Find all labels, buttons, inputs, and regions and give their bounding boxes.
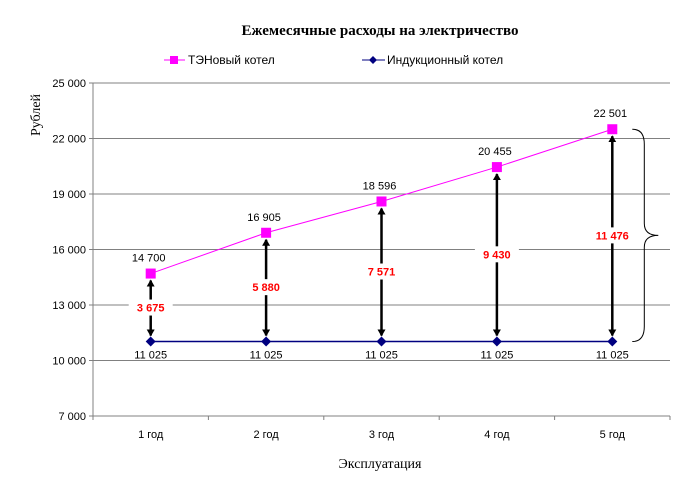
difference-label-bg: [590, 227, 635, 244]
difference-label: 5 880: [252, 282, 280, 294]
y-axis-label: Рублей: [29, 93, 44, 136]
point-label-induction: 11 025: [250, 350, 283, 362]
x-tick-label: 3 год: [369, 429, 395, 441]
point-ten: [376, 196, 387, 207]
y-tick-label: 22 000: [52, 134, 86, 146]
point-induction: [145, 336, 156, 347]
y-tick-label: 7 000: [58, 411, 86, 423]
legend: ТЭНовый котел Индукционный котел: [164, 53, 503, 67]
point-label-induction: 11 025: [134, 350, 167, 362]
point-label-induction: 11 025: [480, 350, 513, 362]
point-label-induction: 11 025: [596, 350, 629, 362]
y-tick-label: 13 000: [52, 300, 86, 312]
point-label-ten: 22 501: [593, 108, 627, 120]
point-label-induction: 11 025: [365, 350, 398, 362]
point-ten: [607, 124, 618, 135]
point-induction: [607, 336, 618, 347]
x-tick-label: 4 год: [484, 429, 510, 441]
x-axis-label: Эксплуатация: [339, 457, 423, 472]
point-induction: [376, 336, 387, 347]
x-tick-label: 1 год: [138, 429, 164, 441]
difference-label-bg: [474, 246, 519, 263]
brace: [632, 128, 659, 343]
point-induction: [491, 336, 502, 347]
difference-label: 3 675: [137, 303, 165, 315]
difference-label: 7 571: [368, 267, 396, 279]
legend-marker-ten: [170, 56, 178, 64]
x-tick-label: 5 год: [600, 429, 626, 441]
difference-label: 11 476: [596, 230, 629, 242]
y-tick-label: 16 000: [52, 245, 86, 257]
point-label-ten: 18 596: [363, 180, 397, 192]
legend-label-induction: Индукционный котел: [387, 53, 503, 67]
point-ten: [491, 162, 502, 173]
y-tick-label: 10 000: [52, 356, 86, 368]
difference-label: 9 430: [483, 249, 511, 261]
point-label-ten: 16 905: [247, 212, 281, 224]
legend-label-ten: ТЭНовый котел: [188, 53, 275, 67]
point-label-ten: 14 700: [132, 253, 166, 265]
difference-label-bg: [359, 263, 404, 280]
difference-label-bg: [128, 299, 173, 316]
y-tick-label: 25 000: [52, 78, 86, 90]
point-induction: [261, 336, 272, 347]
point-ten: [261, 227, 272, 238]
x-tick-label: 2 год: [253, 429, 279, 441]
chart-title: Ежемесячные расходы на электричество: [242, 23, 519, 39]
point-ten: [145, 268, 156, 279]
point-label-ten: 20 455: [478, 146, 512, 158]
y-tick-label: 19 000: [52, 189, 86, 201]
difference-label-bg: [244, 279, 289, 296]
legend-marker-induction: [369, 56, 377, 64]
